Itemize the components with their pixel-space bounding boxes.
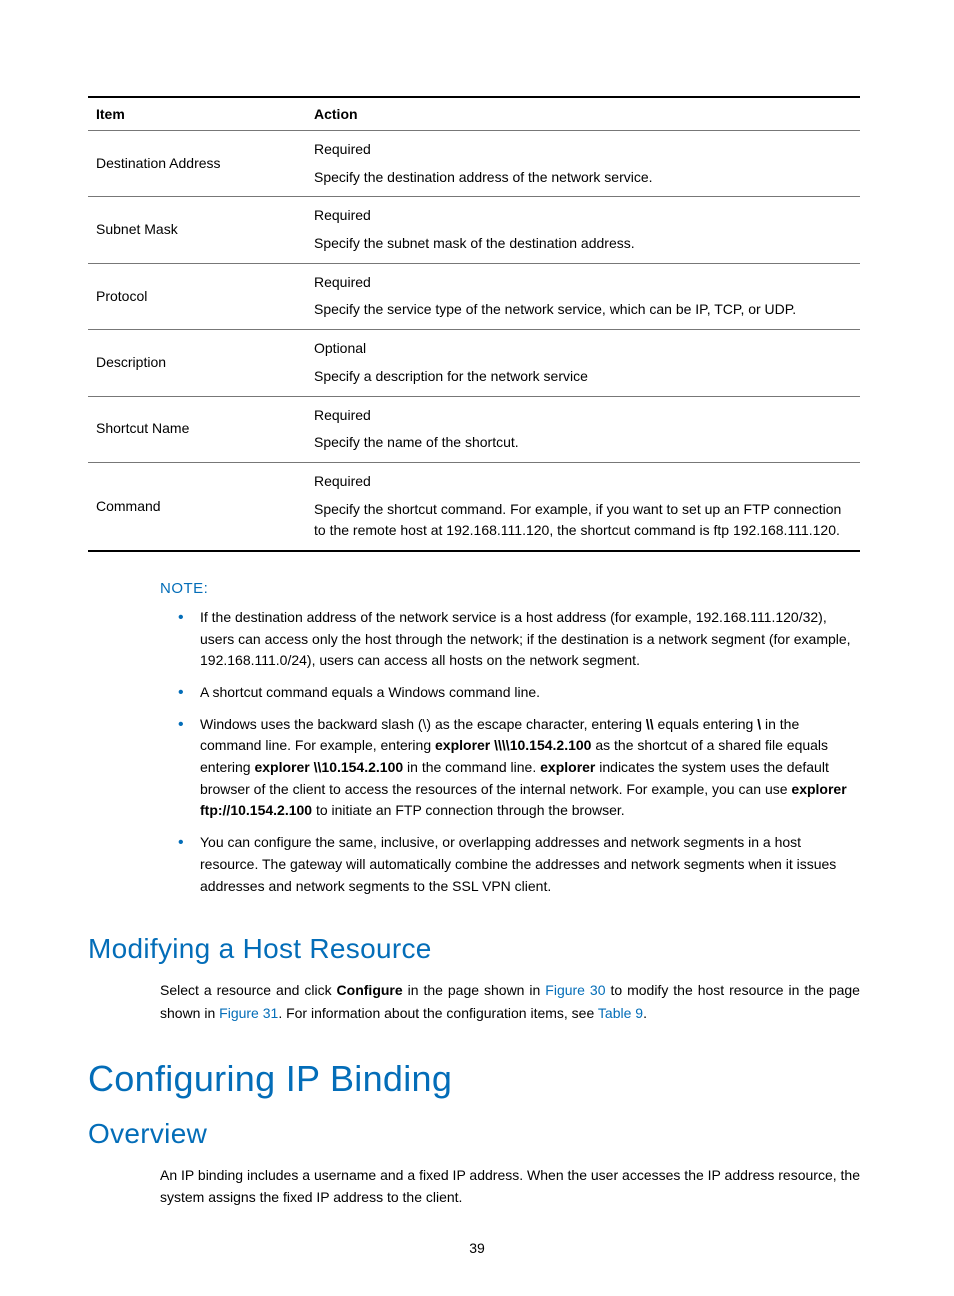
req-label: Required: [314, 272, 850, 294]
cell-item: Subnet Mask: [88, 197, 306, 263]
text: equals entering: [654, 716, 758, 732]
cell-action: Required Specify the name of the shortcu…: [306, 396, 860, 462]
table-row: Command Required Specify the shortcut co…: [88, 462, 860, 551]
heading-modifying: Modifying a Host Resource: [88, 933, 860, 965]
note-item: You can configure the same, inclusive, o…: [178, 832, 860, 897]
text: in the command line.: [403, 759, 540, 775]
th-item: Item: [88, 97, 306, 131]
desc-text: Specify the subnet mask of the destinati…: [314, 233, 850, 255]
note-block: NOTE: If the destination address of the …: [88, 580, 860, 897]
desc-text: Specify the destination address of the n…: [314, 167, 850, 189]
table-row: Destination Address Required Specify the…: [88, 131, 860, 197]
text: Windows uses the backward slash (\) as t…: [200, 716, 646, 732]
link-table-9[interactable]: Table 9: [598, 1005, 643, 1021]
note-label: NOTE:: [160, 580, 860, 597]
text: . For information about the configuratio…: [278, 1005, 598, 1021]
table-row: Subnet Mask Required Specify the subnet …: [88, 197, 860, 263]
desc-text: Specify the shortcut command. For exampl…: [314, 499, 850, 542]
table-row: Description Optional Specify a descripti…: [88, 330, 860, 396]
cell-action: Required Specify the destination address…: [306, 131, 860, 197]
text: .: [643, 1005, 647, 1021]
note-list: If the destination address of the networ…: [178, 607, 860, 897]
bold: explorer \\\\10.154.2.100: [435, 737, 591, 753]
config-table: Item Action Destination Address Required…: [88, 96, 860, 552]
desc-text: Specify the name of the shortcut.: [314, 432, 850, 454]
modifying-body: Select a resource and click Configure in…: [160, 979, 860, 1024]
bold: explorer \\10.154.2.100: [254, 759, 403, 775]
table-row: Protocol Required Specify the service ty…: [88, 263, 860, 329]
cell-item: Destination Address: [88, 131, 306, 197]
cell-item: Protocol: [88, 263, 306, 329]
th-action: Action: [306, 97, 860, 131]
desc-text: Specify the service type of the network …: [314, 299, 850, 321]
text: to initiate an FTP connection through th…: [312, 802, 625, 818]
text: Select a resource and click: [160, 982, 337, 998]
heading-overview: Overview: [88, 1118, 860, 1150]
req-label: Required: [314, 139, 850, 161]
desc-text: Specify a description for the network se…: [314, 366, 850, 388]
table-row: Shortcut Name Required Specify the name …: [88, 396, 860, 462]
overview-body: An IP binding includes a username and a …: [160, 1164, 860, 1209]
cell-item: Command: [88, 462, 306, 551]
bold: \\: [646, 716, 654, 732]
req-label: Optional: [314, 338, 850, 360]
note-item: A shortcut command equals a Windows comm…: [178, 682, 860, 704]
cell-action: Required Specify the service type of the…: [306, 263, 860, 329]
cell-action: Required Specify the subnet mask of the …: [306, 197, 860, 263]
req-label: Required: [314, 471, 850, 493]
link-figure-31[interactable]: Figure 31: [219, 1005, 278, 1021]
req-label: Required: [314, 405, 850, 427]
page-number: 39: [0, 1240, 954, 1256]
text: in the page shown in: [403, 982, 546, 998]
bold: Configure: [337, 982, 403, 998]
cell-item: Description: [88, 330, 306, 396]
link-figure-30[interactable]: Figure 30: [545, 982, 605, 998]
cell-action: Required Specify the shortcut command. F…: [306, 462, 860, 551]
bold: explorer: [540, 759, 595, 775]
cell-item: Shortcut Name: [88, 396, 306, 462]
note-item: If the destination address of the networ…: [178, 607, 860, 672]
cell-action: Optional Specify a description for the n…: [306, 330, 860, 396]
heading-configuring: Configuring IP Binding: [88, 1058, 860, 1100]
req-label: Required: [314, 205, 850, 227]
note-item: Windows uses the backward slash (\) as t…: [178, 714, 860, 822]
